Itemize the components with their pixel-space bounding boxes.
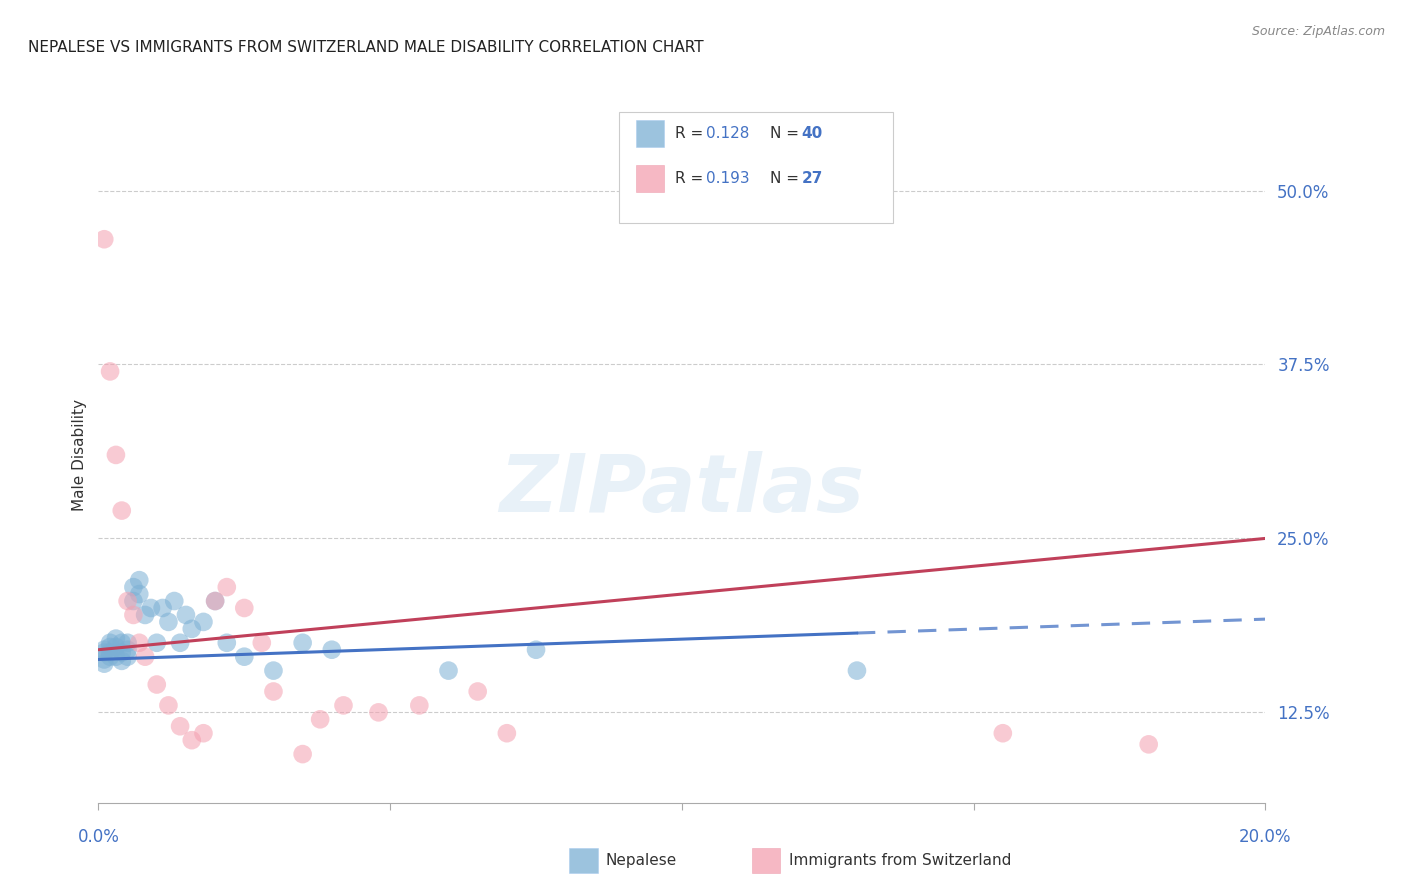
Text: NEPALESE VS IMMIGRANTS FROM SWITZERLAND MALE DISABILITY CORRELATION CHART: NEPALESE VS IMMIGRANTS FROM SWITZERLAND … (28, 40, 704, 55)
Point (146, 677, 169, 691)
Text: N =: N = (770, 171, 804, 186)
Point (117, 649, 139, 664)
Point (117, 642, 139, 657)
Point (215, 636, 238, 650)
Point (291, 747, 314, 761)
Point (291, 636, 314, 650)
Point (111, 636, 134, 650)
Point (117, 636, 139, 650)
Text: 20.0%: 20.0% (1239, 828, 1292, 846)
Point (367, 706, 389, 720)
Point (157, 615, 180, 629)
Point (104, 640, 127, 654)
Point (180, 622, 202, 636)
Point (169, 636, 191, 650)
Point (111, 503, 134, 517)
Point (98, 646, 121, 660)
Point (104, 448, 127, 462)
Point (134, 649, 156, 664)
Point (122, 580, 145, 594)
Point (146, 636, 169, 650)
Point (128, 573, 150, 587)
Point (163, 594, 186, 608)
Point (152, 601, 174, 615)
Point (262, 664, 284, 678)
Text: 40: 40 (801, 127, 823, 141)
Text: 0.0%: 0.0% (77, 828, 120, 846)
Point (204, 594, 226, 608)
Point (157, 698, 180, 713)
Point (98, 640, 121, 654)
Point (98, 636, 121, 650)
Text: 0.128: 0.128 (706, 127, 749, 141)
Point (98, 364, 121, 378)
Point (204, 594, 226, 608)
Point (93, 642, 115, 657)
Point (139, 601, 162, 615)
Text: ZIPatlas: ZIPatlas (499, 450, 865, 529)
Point (524, 642, 547, 657)
Point (309, 712, 332, 726)
Point (93, 652, 115, 666)
Point (104, 649, 127, 664)
Point (437, 664, 460, 678)
Y-axis label: Male Disability: Male Disability (72, 399, 87, 511)
Point (117, 594, 139, 608)
Point (467, 684, 489, 698)
Point (111, 654, 134, 668)
Text: Source: ZipAtlas.com: Source: ZipAtlas.com (1251, 25, 1385, 38)
Text: Immigrants from Switzerland: Immigrants from Switzerland (789, 854, 1011, 868)
Point (93, 232, 115, 246)
Point (93, 657, 115, 671)
Point (215, 580, 238, 594)
Point (134, 607, 156, 622)
Point (122, 607, 145, 622)
Point (104, 632, 127, 646)
Point (111, 646, 134, 660)
Text: N =: N = (770, 127, 804, 141)
Point (408, 698, 430, 713)
Text: 27: 27 (801, 171, 823, 186)
Text: R =: R = (675, 171, 709, 186)
Point (233, 649, 256, 664)
Point (98, 649, 121, 664)
Text: R =: R = (675, 127, 709, 141)
Text: Nepalese: Nepalese (606, 854, 678, 868)
Point (174, 607, 197, 622)
Point (250, 636, 273, 650)
Text: 0.193: 0.193 (706, 171, 749, 186)
Point (233, 601, 256, 615)
Point (1137, 737, 1160, 751)
Point (180, 733, 202, 747)
Point (321, 642, 343, 657)
Point (193, 726, 215, 740)
Point (122, 594, 145, 608)
Point (332, 698, 354, 713)
Point (262, 684, 284, 698)
Point (169, 719, 191, 733)
Point (193, 615, 215, 629)
Point (846, 664, 869, 678)
Point (93, 646, 115, 660)
Point (128, 636, 150, 650)
Point (128, 587, 150, 601)
Point (991, 726, 1014, 740)
Point (496, 726, 519, 740)
